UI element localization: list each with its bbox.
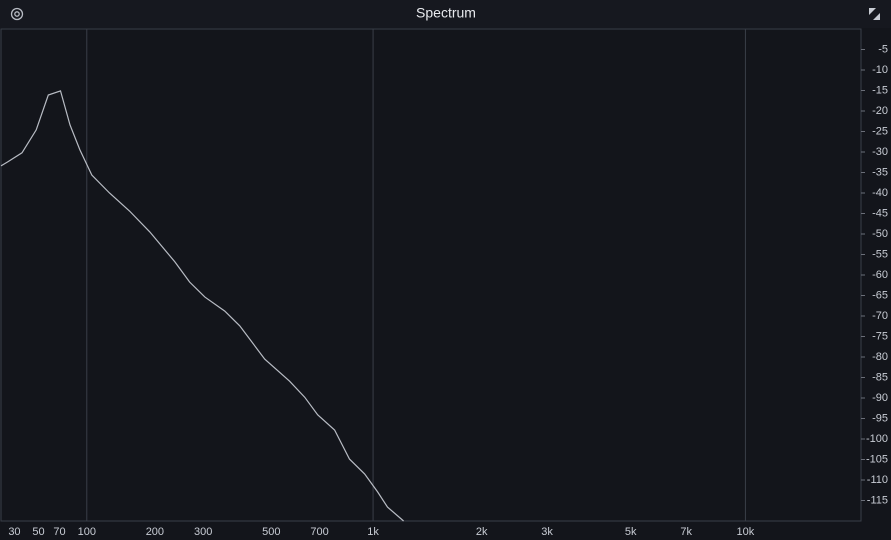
header	[0, 0, 891, 28]
resize-icon[interactable]	[869, 8, 880, 20]
x-tick-label: 50	[32, 526, 44, 538]
y-tick-label: -40	[872, 187, 888, 199]
y-tick-label: -80	[872, 351, 888, 363]
gear-outer	[10, 7, 24, 21]
y-tick-label: -10	[872, 64, 888, 76]
x-tick-label: 10k	[737, 526, 755, 538]
x-tick-label: 3k	[541, 526, 553, 538]
y-tick-label: -45	[872, 207, 888, 219]
x-tick-label: 7k	[680, 526, 692, 538]
x-tick-label: 1k	[367, 526, 379, 538]
y-tick-label: -65	[872, 289, 888, 301]
y-tick-label: -25	[872, 125, 888, 137]
resize-arrow-br	[873, 13, 880, 20]
y-tick-label: -105	[866, 453, 888, 465]
y-tick-label: -50	[872, 228, 888, 240]
spectrum-line	[0, 90, 404, 522]
x-tick-label: 5k	[625, 526, 637, 538]
x-tick-label: 70	[53, 526, 65, 538]
y-tick-label: -35	[872, 166, 888, 178]
y-tick-label: -75	[872, 330, 888, 342]
x-tick-label: 500	[262, 526, 280, 538]
y-tick-label: -100	[866, 433, 888, 445]
y-tick-label: -85	[872, 371, 888, 383]
x-tick-label: 2k	[476, 526, 488, 538]
y-tick-label: -5	[878, 43, 888, 55]
y-tick-label: -55	[872, 248, 888, 260]
gear-inner	[14, 11, 20, 17]
x-tick-label: 30	[8, 526, 20, 538]
settings-icon[interactable]	[10, 7, 24, 21]
y-tick-label: -15	[872, 84, 888, 96]
panel-title: Spectrum	[416, 5, 476, 21]
resize-arrow-tl	[869, 8, 876, 15]
x-tick-label: 100	[78, 526, 96, 538]
y-tick-label: -70	[872, 310, 888, 322]
x-tick-label: 300	[194, 526, 212, 538]
x-tick-label: 700	[310, 526, 328, 538]
y-tick-label: -110	[867, 474, 888, 486]
y-tick-label: -20	[872, 105, 888, 117]
x-tick-label: 200	[146, 526, 164, 538]
y-tick-label: -95	[872, 412, 888, 424]
y-tick-label: -30	[872, 146, 888, 158]
y-tick-label: -60	[872, 269, 888, 281]
y-tick-label: -115	[867, 494, 888, 506]
y-tick-label: -90	[872, 392, 888, 404]
